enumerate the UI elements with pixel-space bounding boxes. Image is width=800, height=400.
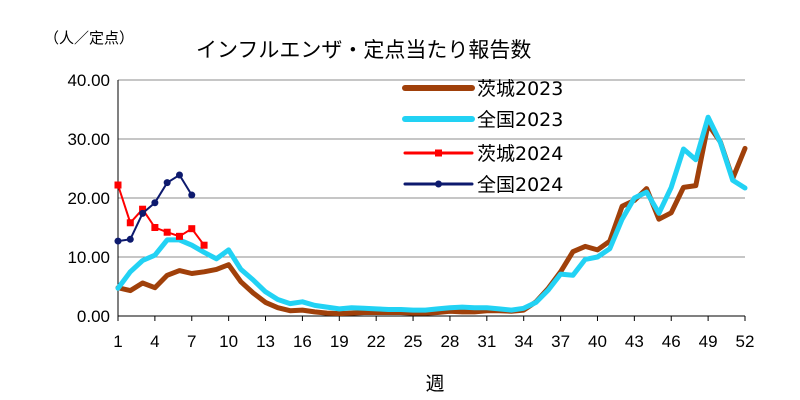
x-axis-label: 週 (425, 373, 444, 395)
axes (117, 80, 746, 321)
x-tick-label: 40 (588, 332, 607, 351)
x-tick-label: 31 (477, 332, 496, 351)
data-point-marker (139, 209, 147, 217)
x-tick-label: 7 (187, 332, 196, 351)
data-point-marker (188, 225, 196, 233)
x-tick-label: 1 (113, 332, 122, 351)
x-tick-label: 46 (662, 332, 681, 351)
legend-label: 茨城2023 (477, 78, 563, 100)
x-tick-label: 37 (551, 332, 570, 351)
y-tick-label: 30.00 (67, 130, 110, 149)
y-tick-label: 40.00 (67, 71, 110, 90)
x-tick-label: 13 (256, 332, 275, 351)
x-tick-label: 19 (330, 332, 349, 351)
y-tick-label: 20.00 (67, 189, 110, 208)
y-tick-label: 0.00 (77, 307, 110, 326)
legend-marker (435, 180, 442, 188)
series-line (115, 114, 748, 313)
data-point-marker (151, 224, 159, 231)
data-point-marker (163, 179, 171, 187)
x-tick-label: 10 (219, 332, 238, 351)
data-point-marker (175, 232, 183, 240)
data-point-marker (139, 205, 147, 213)
y-unit-label: （人／定点） (44, 29, 134, 47)
x-tick-label: 49 (699, 332, 718, 351)
legend-label: 全国2023 (477, 109, 563, 131)
x-tick-label: 34 (514, 332, 533, 351)
x-tick-label: 52 (736, 332, 755, 351)
data-point-marker (188, 191, 196, 199)
y-tick-label: 10.00 (67, 248, 110, 267)
x-tick-label: 16 (293, 332, 312, 351)
legend: 茨城2023 全国2023 茨城2024 全国2024 (402, 78, 563, 196)
tick-labels: 0.00 10.00 20.00 30.00 40.00 1 4 7 10 13 16 19 22 25 2… (67, 71, 754, 351)
x-tick-label: 43 (625, 332, 644, 351)
data-point-marker (114, 181, 122, 189)
data-point-marker (151, 199, 159, 207)
x-tick-label: 25 (404, 332, 423, 351)
data-point-marker (175, 171, 183, 179)
x-tick-label: 22 (367, 332, 386, 351)
legend-label: 全国2024 (477, 174, 563, 196)
data-point-marker (200, 241, 208, 249)
legend-label: 茨城2024 (477, 143, 563, 165)
data-point-marker (163, 228, 171, 236)
data-point-marker (114, 237, 122, 245)
x-tick-label: 28 (440, 332, 459, 351)
grid-lines (118, 79, 745, 258)
x-tick-label: 4 (150, 332, 159, 351)
series-line (117, 174, 193, 243)
data-point-marker (126, 219, 134, 227)
legend-marker (435, 149, 442, 157)
chart-title: インフルエンザ・定点当たり報告数 (196, 38, 531, 62)
series-lines (114, 114, 748, 317)
data-point-marker (126, 235, 134, 243)
